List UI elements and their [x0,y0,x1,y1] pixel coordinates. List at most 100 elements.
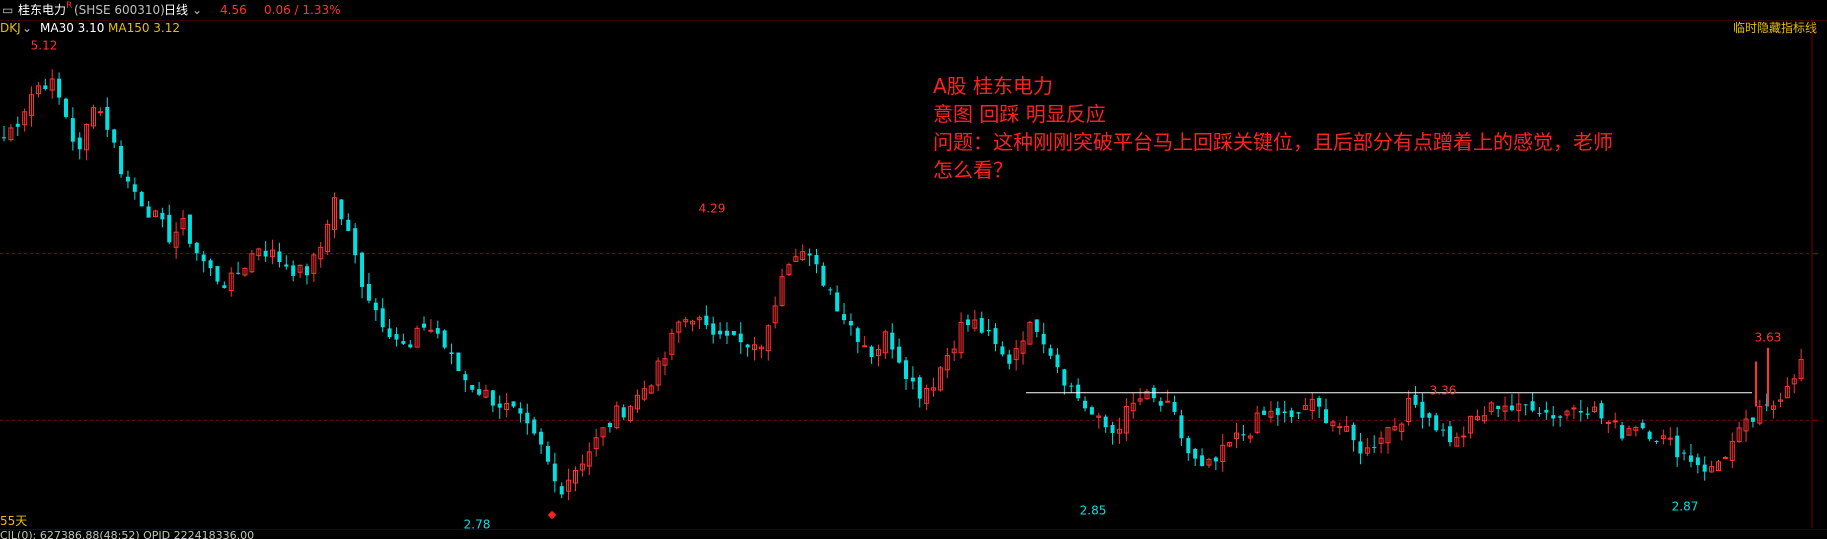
candle-body [1496,405,1501,410]
candle-body [1461,435,1467,438]
candle-body [1034,319,1039,332]
candle-body [1324,409,1329,424]
candle-body [835,292,840,312]
candle-body [256,248,262,256]
candle-body [1675,435,1680,458]
indicator-name[interactable]: DKJ [0,21,21,35]
candle-body [572,470,578,484]
candle-body [263,250,268,257]
candle-body [311,254,317,274]
candle-body [1784,386,1790,399]
candle-body [1729,440,1735,461]
candle-body [449,352,454,355]
candle-body [57,78,62,98]
candle-body [931,387,937,391]
candle-body [139,191,144,207]
candle-body [504,402,510,411]
candle-body [125,176,130,182]
candle-body [8,127,14,141]
candle-body [91,107,97,127]
candle-body [1317,398,1322,407]
candle-body [738,333,743,343]
price-change: 0.06 / 1.33% [264,3,341,17]
candle-body [862,345,868,348]
candle-body [559,486,564,495]
candle-body [986,329,991,332]
candle-body [1096,415,1102,418]
candle-body [1640,422,1645,429]
candle-body [696,317,702,321]
stock-name[interactable]: 桂东电力 [18,3,67,17]
candle-body [1289,410,1294,417]
candle-body [167,214,172,243]
candle-body [215,266,220,282]
candle-body [518,408,523,414]
candle-body [228,272,234,291]
candle-body [15,123,20,127]
candle-body [579,463,585,471]
candle-body [1578,410,1583,413]
candle-body [414,327,420,348]
annotation-line-2: 意图 回踩 明显反应 [933,102,1106,126]
candle-body [387,328,392,338]
candle-body [119,145,124,175]
chevron-down-icon[interactable]: ⌄ [22,21,33,35]
candle-body [793,256,799,263]
candle-body [77,137,82,150]
candle-body [1441,429,1446,431]
candle-body [1743,418,1749,432]
candle-body [180,218,186,230]
candle-body [752,344,758,351]
candle-body [951,348,957,354]
hide-indicator-button[interactable]: 临时隐藏指标线 [1732,21,1817,35]
candle-body [1585,413,1590,415]
candle-body [944,354,950,371]
candle-body [35,85,41,95]
candle-body [1372,446,1377,448]
candle-body [1481,415,1487,422]
candle-body [291,265,296,276]
candle-body [993,328,998,345]
candle-body [1351,424,1356,441]
candle-body [814,254,819,265]
menu-icon[interactable]: ▭ [2,3,14,17]
candle-body [1502,405,1508,412]
candle-body [655,360,661,386]
candle-body [242,267,248,276]
candle-body [1027,321,1033,345]
candle-body [1530,401,1535,411]
candle-body [1682,452,1687,454]
candle-body [1702,464,1707,472]
candle-body [1434,415,1439,431]
candle-body [1041,333,1046,345]
candle-body [1558,416,1563,418]
candle-body [1757,406,1763,424]
candle-body [1537,413,1542,415]
candle-body [1364,447,1370,454]
candle-body [1103,416,1108,428]
candle-body [1392,426,1398,431]
candle-body [112,129,117,143]
candle-body [711,323,716,335]
candle-body [380,308,385,328]
candle-body [346,219,351,231]
candle-body [545,446,550,462]
price-label: 5.12 [31,39,58,53]
candle-body [800,251,806,261]
period-selector[interactable]: 日线 [164,3,189,17]
candle-body [284,264,289,267]
candle-body [1144,390,1150,400]
candle-body [49,78,55,91]
candle-body [525,412,530,424]
candle-body [628,406,634,422]
candle-body [1488,402,1494,412]
candle-body [1254,412,1260,433]
chevron-down-icon[interactable]: ⌄ [192,3,203,17]
candle-body [979,317,984,333]
candle-body [1020,340,1026,354]
candle-body [1544,409,1549,413]
candle-body [1750,417,1755,422]
candle-body [1220,444,1226,462]
candle-body [1660,435,1666,439]
